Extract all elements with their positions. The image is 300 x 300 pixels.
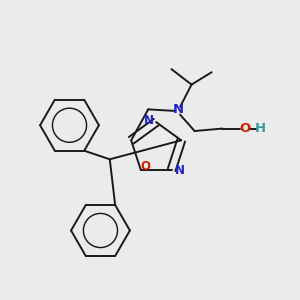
Text: H: H [255,122,266,135]
Text: N: N [174,164,184,177]
Text: N: N [173,103,184,116]
Text: O: O [240,122,251,135]
Text: N: N [143,114,154,127]
Text: O: O [140,160,150,172]
